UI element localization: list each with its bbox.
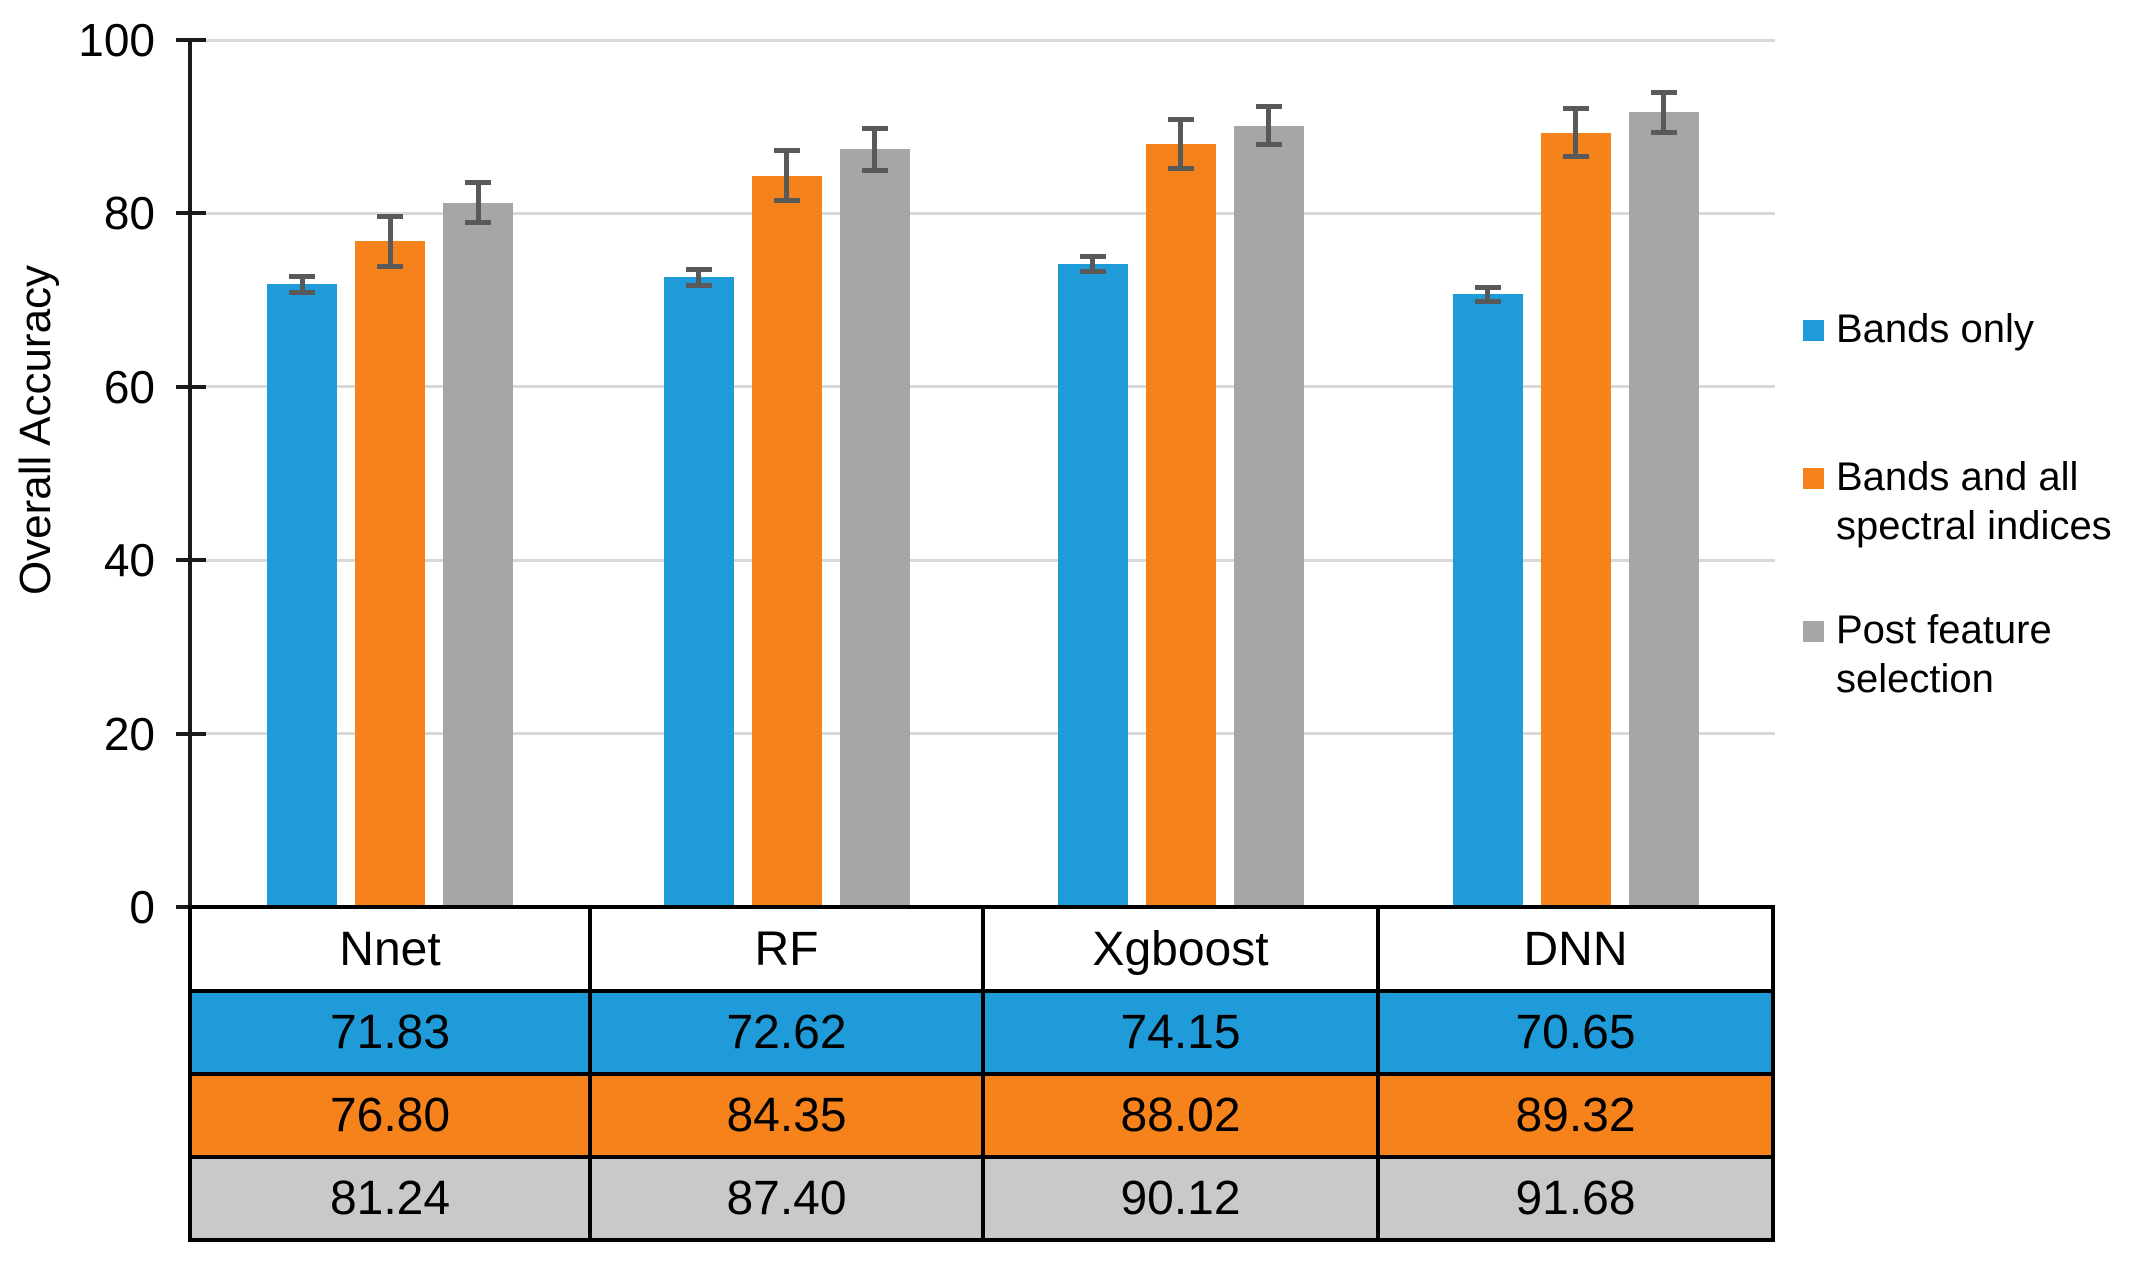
table-header-cell: Xgboost — [981, 905, 1380, 993]
y-axis-tick-label: 60 — [103, 360, 155, 413]
error-bar-cap — [1650, 89, 1677, 95]
legend-label: Bands and all spectral indices — [1836, 455, 2112, 548]
y-axis-tick-label: 0 — [129, 881, 155, 933]
legend-swatch — [1803, 468, 1824, 489]
error-bar-cap — [861, 125, 888, 131]
error-bar-cap — [377, 263, 403, 269]
table-row: 71.83 72.62 74.15 70.65 — [188, 989, 1775, 1076]
table-cell: 71.83 — [188, 989, 592, 1076]
error-bar-cap — [685, 282, 712, 288]
legend-item: Post feature selection — [1803, 606, 2052, 704]
table-row: 76.80 84.35 88.02 89.32 — [188, 1072, 1775, 1159]
error-bar-cap — [289, 289, 315, 295]
table-cell: 76.80 — [188, 1072, 592, 1159]
legend-label: Bands only — [1836, 307, 2034, 351]
table-cell: 88.02 — [981, 1072, 1380, 1159]
error-bar — [784, 150, 789, 201]
y-axis-line — [188, 40, 192, 907]
gridline — [192, 385, 1775, 389]
y-axis-tick-label: 100 — [78, 14, 155, 66]
legend-item: Bands and all spectral indices — [1803, 453, 2112, 551]
error-bar-cap — [1474, 285, 1501, 291]
gridline — [192, 211, 1775, 215]
legend-label: Post feature selection — [1836, 608, 2052, 701]
error-bar-cap — [465, 180, 491, 186]
error-bar-cap — [1474, 298, 1501, 304]
table-cell: 74.15 — [981, 989, 1380, 1076]
bar — [1145, 143, 1216, 907]
gridline — [192, 732, 1775, 736]
table-header-cell: DNN — [1376, 905, 1775, 993]
bar — [1233, 125, 1304, 907]
y-axis-tick-label: 20 — [103, 707, 155, 760]
error-bar — [1485, 287, 1490, 302]
y-axis-tick — [176, 731, 206, 736]
error-bar — [696, 269, 701, 286]
bar — [663, 277, 734, 907]
table-cell: 84.35 — [588, 1072, 985, 1159]
gridline — [192, 38, 1775, 42]
error-bar-cap — [861, 167, 888, 173]
legend-swatch — [1803, 621, 1824, 642]
table-row: 81.24 87.40 90.12 91.68 — [188, 1155, 1775, 1242]
legend-item: Bands only — [1803, 305, 2034, 354]
error-bar-cap — [773, 148, 800, 154]
error-bar-cap — [465, 220, 491, 226]
bar — [751, 175, 822, 907]
y-axis-tick — [176, 384, 206, 389]
y-axis-tick-label: 80 — [103, 187, 155, 240]
error-bar-cap — [1255, 142, 1282, 148]
table-header-cell: Nnet — [188, 905, 592, 993]
error-bar — [1573, 108, 1578, 157]
bar — [1628, 112, 1699, 907]
table-cell: 70.65 — [1376, 989, 1775, 1076]
table-cell: 91.68 — [1376, 1155, 1775, 1242]
bar — [1057, 264, 1128, 907]
y-axis-tick — [176, 38, 206, 42]
error-bar — [387, 216, 393, 267]
y-axis-tick — [176, 558, 206, 563]
y-axis-tick — [176, 211, 206, 216]
error-bar-cap — [1079, 253, 1106, 259]
table-cell: 81.24 — [188, 1155, 592, 1242]
error-bar-cap — [1255, 104, 1282, 110]
error-bar — [1090, 256, 1095, 272]
error-bar — [872, 128, 877, 171]
error-bar — [1661, 92, 1666, 133]
error-bar — [299, 276, 305, 293]
bar — [1540, 132, 1611, 907]
legend-swatch — [1803, 320, 1824, 341]
error-bar-cap — [1079, 269, 1106, 275]
error-bar-cap — [685, 267, 712, 273]
table-cell: 89.32 — [1376, 1072, 1775, 1159]
error-bar-cap — [377, 213, 403, 219]
gridline — [192, 558, 1775, 562]
error-bar-cap — [1167, 165, 1194, 171]
bar — [267, 284, 337, 907]
error-bar — [475, 182, 481, 223]
error-bar-cap — [773, 198, 800, 204]
error-bar — [1178, 119, 1183, 169]
error-bar-cap — [1562, 105, 1589, 111]
table-header-cell: RF — [588, 905, 985, 993]
bar — [839, 149, 910, 907]
bar — [355, 241, 425, 907]
error-bar-cap — [1562, 154, 1589, 160]
table-header-row: Nnet RF Xgboost DNN — [188, 905, 1775, 993]
table-cell: 87.40 — [588, 1155, 985, 1242]
error-bar-cap — [1167, 117, 1194, 123]
error-bar — [1266, 106, 1271, 145]
error-bar-cap — [1650, 129, 1677, 135]
chart-data-table: Nnet RF Xgboost DNN 71.83 72.62 74.15 70.65 76.… — [188, 905, 1775, 1242]
table-cell: 72.62 — [588, 989, 985, 1076]
error-bar-cap — [289, 273, 315, 279]
bar — [1452, 294, 1523, 907]
bar — [443, 202, 513, 907]
table-cell: 90.12 — [981, 1155, 1380, 1242]
y-axis-tick-label: 40 — [103, 534, 155, 587]
